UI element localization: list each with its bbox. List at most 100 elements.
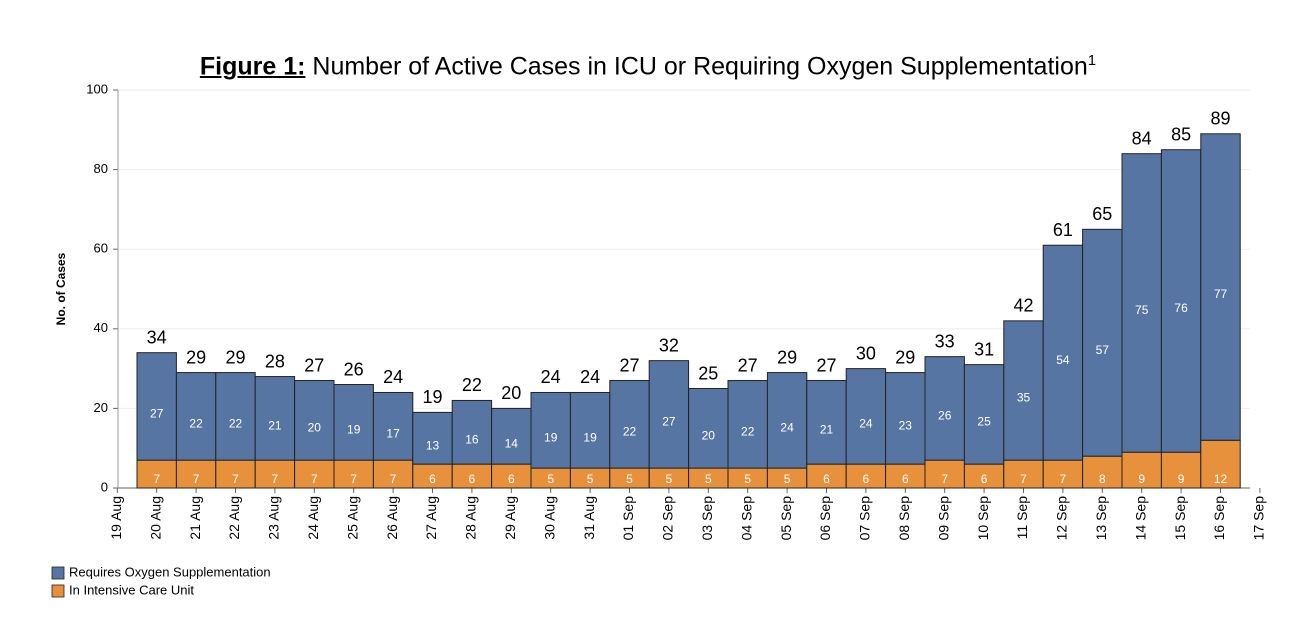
bar-segment: [1003, 459, 1044, 489]
x-tick-label: 17 Sep: [1251, 496, 1267, 541]
segment-label: 22: [229, 417, 243, 431]
x-tick-label: 23 Aug: [266, 496, 282, 540]
total-label: 29: [777, 347, 797, 367]
bar-segment: [569, 391, 611, 469]
segment-label: 12: [1214, 472, 1228, 486]
title-text: Number of Active Cases in ICU or Requiri…: [312, 52, 1088, 81]
x-tick-label: 15 Sep: [1172, 496, 1188, 541]
bar-segment: [254, 459, 296, 489]
x-tick-label: 31 Aug: [581, 496, 597, 540]
segment-label: 7: [193, 472, 200, 486]
segment-label: 21: [268, 419, 282, 433]
segment-label: 17: [386, 426, 400, 440]
x-tick-label: 07 Sep: [857, 496, 873, 541]
total-label: 61: [1053, 220, 1073, 240]
x-tick-label: 11 Sep: [1014, 496, 1030, 540]
total-label: 24: [541, 367, 561, 387]
segment-label: 75: [1135, 303, 1149, 317]
x-tick-label: 10 Sep: [975, 496, 991, 541]
segment-label: 5: [744, 472, 751, 486]
total-label: 84: [1132, 128, 1152, 148]
bar-segment: [491, 407, 532, 465]
segment-label: 54: [1056, 353, 1070, 367]
x-tick-label: 14 Sep: [1132, 496, 1148, 541]
chart-title: Figure 1: Number of Active Cases in ICU …: [0, 52, 1296, 81]
total-label: 22: [462, 375, 482, 395]
bar-segment: [372, 391, 414, 461]
x-tick-label: 21 Aug: [187, 496, 203, 540]
legend-label: In Intensive Care Unit: [69, 582, 194, 597]
x-tick-label: 08 Sep: [896, 496, 912, 541]
x-tick-label: 30 Aug: [541, 496, 557, 540]
bar-segment: [1160, 451, 1202, 489]
x-tick-label: 16 Sep: [1211, 496, 1227, 541]
x-tick-label: 27 Aug: [423, 496, 439, 540]
x-tick-label: 12 Sep: [1054, 496, 1070, 541]
segment-label: 19: [583, 430, 597, 444]
bar-segment: [136, 352, 177, 461]
total-label: 31: [974, 339, 994, 359]
total-label: 30: [856, 343, 876, 363]
segment-label: 7: [390, 472, 397, 486]
bar-segment: [766, 372, 808, 469]
bar-segment: [924, 459, 965, 489]
bar-segment: [1200, 133, 1241, 441]
y-tick-label: 20: [94, 400, 108, 415]
segment-label: 24: [780, 421, 794, 435]
y-tick-label: 60: [94, 241, 108, 256]
segment-label: 7: [232, 472, 239, 486]
bar-segment: [1121, 451, 1162, 489]
total-label: 20: [501, 383, 521, 403]
x-tick-label: 02 Sep: [660, 496, 676, 541]
bar-segment: [648, 360, 690, 469]
segment-label: 21: [820, 423, 834, 437]
total-label: 25: [698, 363, 718, 383]
total-label: 27: [816, 355, 836, 375]
total-label: 32: [659, 335, 679, 355]
bar-segment: [1003, 320, 1044, 461]
segment-label: 19: [544, 430, 558, 444]
x-tick-label: 03 Sep: [699, 496, 715, 541]
segment-label: 6: [902, 472, 909, 486]
segment-label: 77: [1214, 287, 1228, 301]
total-label: 89: [1210, 109, 1230, 129]
total-label: 33: [935, 331, 955, 351]
segment-label: 7: [272, 472, 279, 486]
segment-label: 5: [705, 472, 712, 486]
x-tick-label: 05 Sep: [778, 496, 794, 541]
segment-label: 5: [547, 472, 554, 486]
x-tick-label: 04 Sep: [738, 496, 754, 541]
segment-label: 20: [702, 428, 716, 442]
segment-label: 7: [311, 472, 318, 486]
title-footnote: 1: [1087, 52, 1097, 69]
x-tick-label: 28 Aug: [463, 496, 479, 540]
bar-segment: [845, 368, 887, 465]
y-tick-label: 0: [101, 479, 108, 494]
segment-label: 5: [666, 472, 673, 486]
total-label: 29: [895, 347, 915, 367]
bar-segment: [451, 399, 493, 465]
segment-label: 57: [1096, 343, 1110, 357]
y-tick-label: 100: [86, 81, 108, 96]
segment-label: 7: [1060, 472, 1067, 486]
segment-label: 5: [784, 472, 791, 486]
y-axis-label: No. of Cases: [54, 252, 68, 325]
bar-segment: [806, 380, 847, 465]
x-tick-label: 25 Aug: [344, 496, 360, 540]
segment-label: 6: [508, 472, 515, 486]
bar-segment: [924, 356, 965, 461]
segment-label: 16: [465, 432, 479, 446]
total-label: 28: [265, 351, 285, 371]
bar-segment: [215, 459, 256, 489]
segment-label: 20: [308, 421, 322, 435]
x-tick-label: 29 Aug: [502, 496, 518, 540]
x-tick-label: 09 Sep: [935, 496, 951, 541]
segment-label: 7: [350, 472, 357, 486]
bar-segment: [885, 372, 926, 465]
segment-label: 22: [741, 424, 755, 438]
segment-label: 6: [823, 472, 830, 486]
bar-segment: [1042, 459, 1084, 489]
segment-label: 24: [859, 417, 873, 431]
bar-segment: [254, 376, 296, 461]
